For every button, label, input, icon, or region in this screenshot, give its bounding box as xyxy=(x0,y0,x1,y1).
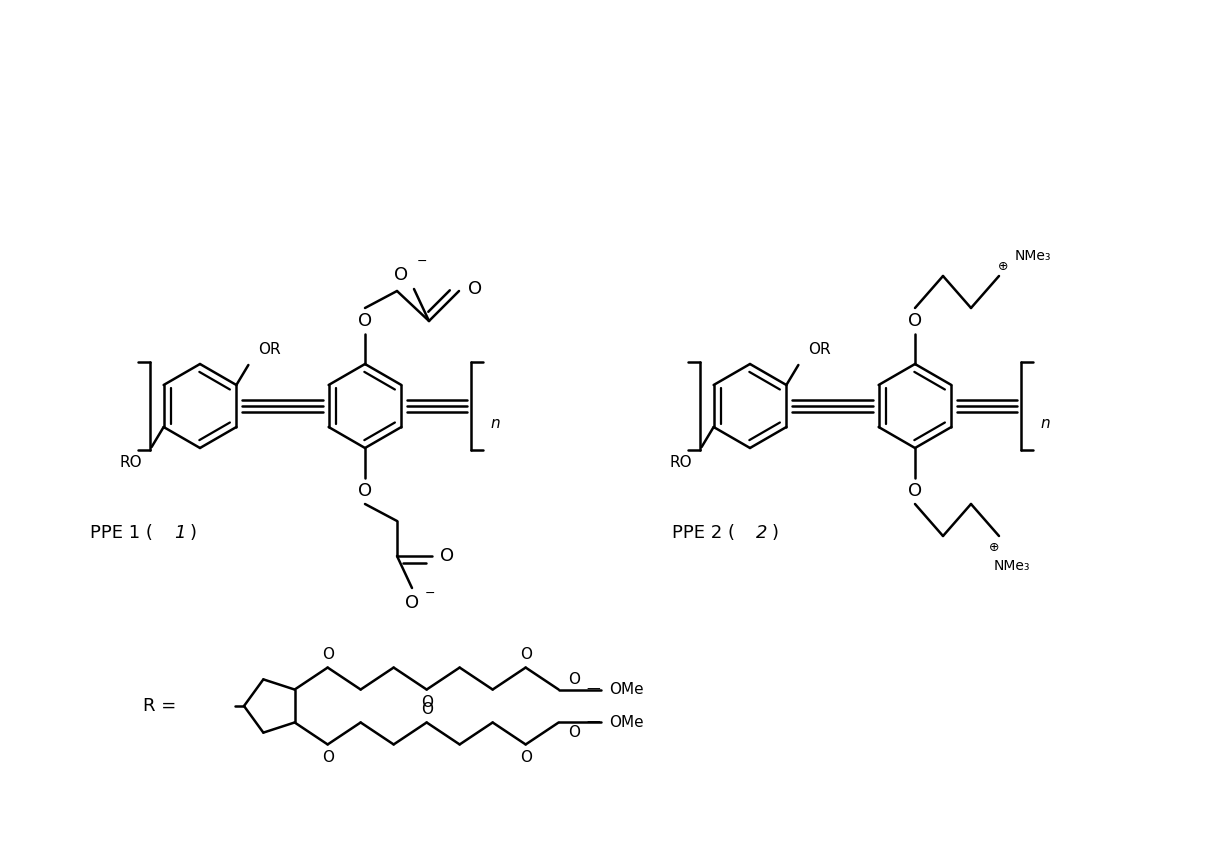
Text: O: O xyxy=(358,482,373,500)
Text: O: O xyxy=(322,750,334,765)
Text: O: O xyxy=(405,594,418,612)
Text: O: O xyxy=(568,672,580,687)
Text: —: — xyxy=(587,683,601,697)
Text: NMe₃: NMe₃ xyxy=(994,559,1030,573)
Text: n: n xyxy=(490,417,499,431)
Text: NMe₃: NMe₃ xyxy=(1015,249,1052,263)
Text: —: — xyxy=(587,715,601,729)
Text: O: O xyxy=(421,695,433,710)
Text: O: O xyxy=(468,280,482,298)
Text: ⊕: ⊕ xyxy=(989,542,1000,554)
Text: −: − xyxy=(417,255,427,268)
Text: RO: RO xyxy=(119,455,141,470)
Text: O: O xyxy=(358,312,373,330)
Text: ⊕: ⊕ xyxy=(997,259,1008,272)
Text: O: O xyxy=(421,702,433,717)
Text: 2: 2 xyxy=(756,524,767,542)
Text: OR: OR xyxy=(808,342,831,357)
Text: O: O xyxy=(568,725,580,740)
Text: RO: RO xyxy=(669,455,691,470)
Text: R =: R = xyxy=(144,697,176,715)
Text: n: n xyxy=(1041,417,1049,431)
Text: PPE 1 (: PPE 1 ( xyxy=(90,524,153,542)
Text: OR: OR xyxy=(258,342,281,357)
Text: O: O xyxy=(908,312,923,330)
Text: OMe: OMe xyxy=(609,682,643,697)
Text: O: O xyxy=(440,547,455,565)
Text: OMe: OMe xyxy=(609,715,643,730)
Text: O: O xyxy=(520,750,532,765)
Text: O: O xyxy=(322,647,334,662)
Text: O: O xyxy=(908,482,923,500)
Text: ): ) xyxy=(772,524,779,542)
Text: PPE 2 (: PPE 2 ( xyxy=(672,524,734,542)
Text: ): ) xyxy=(191,524,197,542)
Text: −: − xyxy=(425,586,435,599)
Text: O: O xyxy=(394,266,408,284)
Text: O: O xyxy=(520,647,532,662)
Text: 1: 1 xyxy=(174,524,186,542)
